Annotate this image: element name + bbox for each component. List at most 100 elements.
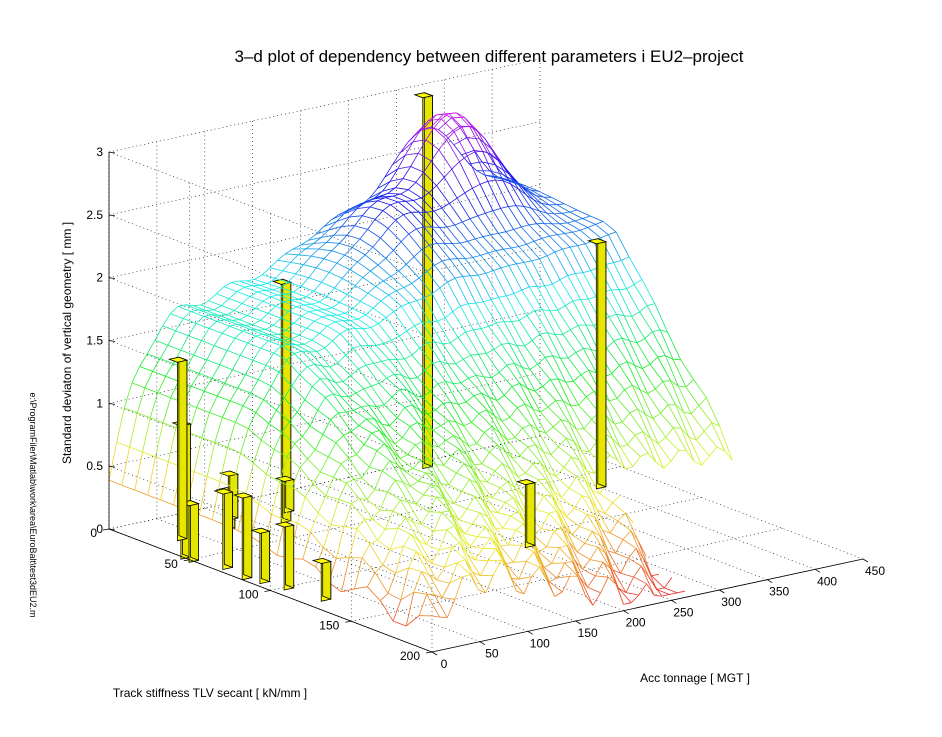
- surface-mesh-line: [422, 440, 431, 446]
- surface-mesh-line: [318, 242, 327, 250]
- surface-mesh-line: [528, 191, 542, 204]
- surface-mesh-line: [487, 152, 501, 163]
- surface-mesh-line: [315, 258, 325, 269]
- surface-mesh-line: [479, 138, 488, 153]
- surface-mesh-line: [611, 365, 620, 374]
- surface-mesh-line: [366, 489, 375, 500]
- surface-mesh-line: [410, 533, 419, 541]
- surface-mesh-line: [573, 381, 587, 398]
- surface-mesh-line: [640, 565, 655, 596]
- surface-mesh-line: [515, 205, 524, 207]
- surface-mesh-line: [418, 540, 432, 564]
- surface-mesh-line: [293, 315, 302, 324]
- surface-mesh-line: [322, 365, 336, 383]
- surface-mesh-line: [570, 404, 579, 407]
- surface-mesh-line: [572, 229, 581, 233]
- surface-mesh-line: [353, 410, 367, 420]
- surface-mesh-line: [198, 359, 208, 374]
- surface-mesh-line: [316, 267, 330, 273]
- surface-mesh-line: [379, 430, 393, 451]
- surface-mesh-line: [594, 561, 604, 577]
- surface-mesh-line: [301, 351, 310, 353]
- surface-mesh-line: [565, 300, 574, 306]
- surface-mesh-line: [611, 373, 625, 390]
- surface-mesh-line: [327, 321, 336, 327]
- surface-mesh-line: [139, 366, 153, 372]
- surface-mesh-line: [267, 305, 276, 314]
- surface-mesh-line: [294, 436, 303, 444]
- surface-mesh-line: [511, 246, 519, 249]
- surface-mesh-line: [415, 444, 429, 460]
- surface-mesh-line: [367, 229, 381, 239]
- surface-mesh-line: [319, 325, 328, 334]
- surface-mesh-line: [678, 450, 687, 452]
- surface-mesh-line: [460, 439, 475, 465]
- surface-mesh-line: [577, 325, 592, 350]
- surface-mesh-line: [348, 396, 362, 408]
- surface-mesh-line: [515, 205, 530, 226]
- surface-mesh-line: [611, 438, 626, 470]
- surface-mesh-line: [244, 286, 258, 293]
- surface-mesh-line: [363, 388, 377, 407]
- surface-mesh-line: [418, 152, 432, 162]
- surface-mesh-line: [364, 254, 379, 266]
- surface-mesh-line: [380, 593, 389, 601]
- surface-mesh-line: [536, 286, 551, 312]
- surface-mesh-line: [425, 127, 435, 141]
- surface-mesh-line: [448, 510, 463, 540]
- surface-mesh-line: [270, 296, 284, 302]
- surface-mesh-line: [367, 572, 376, 587]
- surface-mesh-line: [558, 508, 567, 518]
- surface-mesh-line: [559, 223, 573, 233]
- surface-mesh-line: [481, 392, 495, 416]
- surface-mesh-line: [372, 237, 381, 248]
- surface-mesh-line: [429, 321, 444, 345]
- surface-mesh-line: [409, 422, 418, 427]
- data-bar-side: [285, 521, 295, 589]
- z-tick-mark: [108, 528, 116, 531]
- surface-mesh-line: [448, 420, 457, 423]
- surface-mesh-line: [564, 561, 573, 564]
- surface-mesh-line: [193, 354, 207, 361]
- surface-mesh-line: [574, 220, 588, 228]
- surface-mesh-line: [300, 240, 309, 246]
- surface-mesh-line: [425, 472, 434, 476]
- surface-mesh-line: [298, 254, 312, 257]
- surface-mesh-line: [414, 395, 429, 415]
- data-bar-top: [274, 521, 296, 528]
- x-tick-label: 150: [578, 626, 598, 640]
- surface-mesh-line: [647, 388, 656, 394]
- surface-mesh-line: [298, 334, 313, 341]
- surface-mesh-line: [571, 534, 586, 544]
- surface-mesh-line: [201, 340, 215, 346]
- surface-mesh-line: [600, 577, 609, 593]
- surface-mesh-line: [465, 401, 480, 414]
- surface-mesh-line: [410, 166, 424, 173]
- surface-mesh-line: [438, 440, 447, 448]
- surface-mesh-line: [667, 404, 682, 429]
- z-tick-label: 0.5: [86, 459, 103, 473]
- surface-mesh-line: [496, 400, 511, 418]
- surface-mesh-line: [597, 546, 611, 570]
- surface-mesh-line: [643, 559, 657, 590]
- surface-mesh-line: [484, 526, 499, 548]
- surface-mesh-line: [402, 178, 417, 183]
- surface-mesh-line: [418, 480, 432, 485]
- surface-mesh-line: [142, 451, 156, 458]
- surface-mesh-line: [505, 562, 514, 564]
- surface-mesh-line: [610, 289, 625, 316]
- surface-mesh-line: [265, 364, 280, 373]
- surface-mesh-line: [461, 154, 470, 165]
- surface-mesh-line: [312, 483, 327, 497]
- surface-mesh-line: [458, 448, 473, 469]
- surface-mesh-line: [312, 378, 321, 387]
- surface-mesh-line: [216, 286, 225, 295]
- surface-mesh-line: [633, 565, 642, 578]
- surface-mesh-line: [617, 459, 626, 470]
- surface-mesh-line: [688, 436, 697, 441]
- surface-mesh-line: [350, 425, 360, 432]
- surface-mesh-line: [486, 481, 501, 489]
- surface-mesh-line: [519, 383, 528, 389]
- surface-mesh-line: [569, 542, 578, 553]
- surface-mesh-line: [590, 559, 604, 563]
